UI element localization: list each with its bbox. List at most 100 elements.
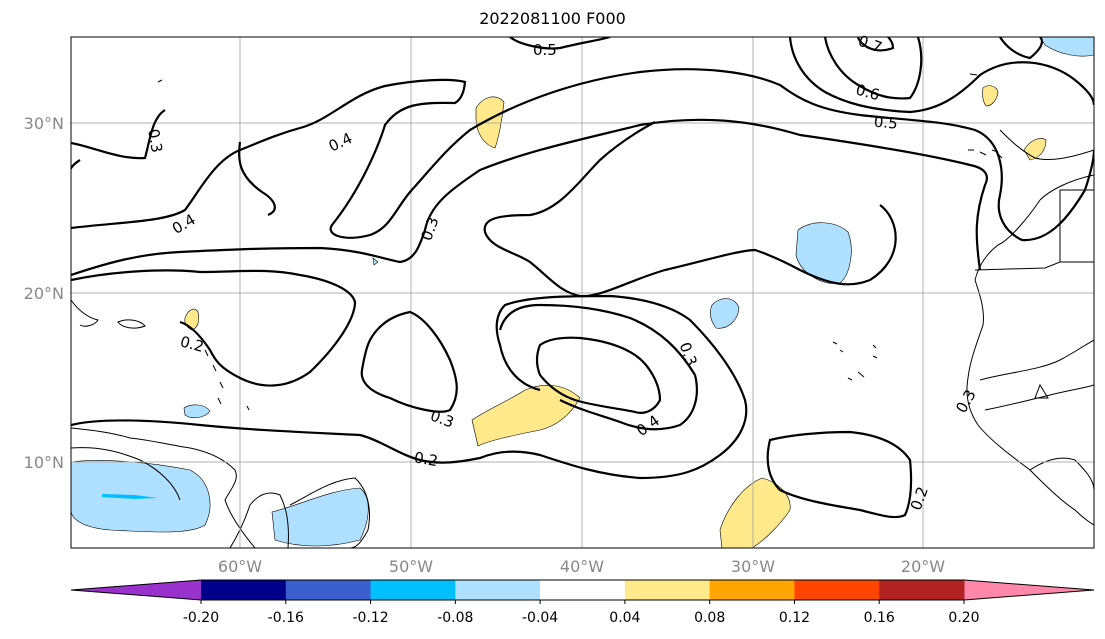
colorbar-tick-label: 0.12	[779, 610, 810, 626]
colorbar-segment	[285, 580, 372, 600]
colorbar-tick-label: -0.04	[522, 610, 558, 626]
contour-0.7	[856, 37, 895, 52]
gridlines	[71, 37, 1094, 548]
colorbar-tick-label: 0.08	[694, 610, 725, 626]
contour-0.2	[71, 269, 357, 387]
negative-anomaly-region	[710, 298, 740, 329]
colorbar-tick-label: 0.04	[609, 610, 640, 626]
contour-0.6	[823, 37, 923, 100]
contour-label-0.5: 0.5	[873, 113, 898, 133]
contour-0.5	[509, 37, 611, 50]
contour-0.7	[999, 37, 1044, 60]
colorbar-segment	[709, 580, 795, 600]
lon-label-20w: 20°W	[901, 557, 945, 576]
positive-anomaly-region	[1023, 138, 1047, 161]
contour-label-0.4: 0.4	[326, 129, 355, 155]
positive-anomaly-region	[471, 385, 581, 447]
lat-label-30n: 30°N	[24, 114, 64, 133]
positive-anomaly-region	[475, 96, 505, 149]
negative-anomaly-core	[102, 494, 158, 499]
coastline	[974, 261, 1094, 271]
coastline	[1059, 189, 1094, 262]
colorbar-segment	[879, 580, 965, 600]
coastline	[1029, 457, 1094, 491]
lon-label-40w: 40°W	[560, 557, 604, 576]
contour-label-0.3: 0.3	[144, 127, 166, 154]
map-title: 2022081100 F000	[479, 9, 626, 28]
island	[157, 79, 163, 83]
lon-label-60w: 60°W	[218, 557, 262, 576]
contour-label-0.3: 0.3	[952, 386, 980, 416]
coastline	[974, 174, 1094, 281]
coastline	[71, 447, 181, 501]
negative-anomaly-region	[1039, 37, 1094, 57]
contour-label-0.5: 0.5	[533, 41, 557, 59]
contour-0.2	[766, 430, 913, 519]
lat-label-10n: 10°N	[24, 453, 64, 472]
colorbar-extend-low	[71, 580, 201, 600]
colorbar-tick-label: -0.08	[437, 610, 473, 626]
coastline	[999, 129, 1094, 161]
contour-0.4	[238, 141, 276, 217]
contour-0.3	[71, 118, 988, 277]
contour-lines	[71, 37, 1094, 519]
colorbar-tick-label: -0.20	[183, 610, 219, 626]
colorbar-segment	[624, 580, 711, 600]
island	[204, 349, 250, 411]
contour-label-0.3: 0.3	[676, 340, 701, 369]
lat-label-20n: 20°N	[24, 284, 64, 303]
colorbar-tick-label: -0.12	[352, 610, 388, 626]
lon-label-30w: 30°W	[731, 557, 775, 576]
coastline	[289, 477, 370, 548]
contour-label-0.3: 0.3	[417, 215, 442, 244]
colorbar: -0.20 -0.16 -0.12 -0.08 -0.04 0.04 0.08 0.12 0.1…	[70, 579, 1095, 626]
contour-label-0.2: 0.2	[178, 332, 206, 356]
map-frame	[70, 36, 1095, 549]
negative-anomaly-region	[271, 487, 369, 547]
longitude-labels: 60°W 50°W 40°W 30°W 20°W	[218, 557, 945, 576]
contour-0.3	[498, 303, 698, 431]
contour-label-0.2: 0.2	[413, 448, 440, 470]
coastline	[117, 319, 146, 329]
coastline	[1034, 383, 1049, 399]
contour-0.2	[71, 294, 748, 480]
contour-0.4	[535, 336, 662, 414]
coastline	[71, 299, 99, 327]
contour-label-0.4: 0.4	[633, 411, 663, 439]
contour-0.5	[71, 159, 81, 171]
colorbar-segment	[455, 580, 541, 600]
island	[832, 341, 878, 381]
contour-label-0.3: 0.3	[428, 406, 457, 431]
colorbar-extend-high	[964, 580, 1094, 600]
colorbar-tick-label: -0.16	[268, 610, 304, 626]
contour-label-0.7: 0.7	[856, 32, 885, 57]
negative-anomaly-region	[372, 257, 379, 266]
colorbar-segment	[370, 580, 456, 600]
coastline	[979, 339, 1094, 381]
colorbar-segment	[201, 580, 287, 600]
contour-0.3	[360, 310, 458, 413]
coastline	[968, 149, 999, 156]
positive-anomaly-region	[982, 85, 999, 107]
coastline	[966, 279, 1094, 526]
colorbar-tick-label: 0.16	[864, 610, 895, 626]
contour-0.5	[788, 37, 1094, 114]
coastline	[71, 427, 256, 548]
colorbar-segment	[540, 580, 626, 600]
coastlines	[71, 129, 1094, 548]
contour-label-0.6: 0.6	[854, 81, 882, 105]
anomaly-shading	[71, 37, 1094, 548]
colorbar-tick-label: 0.20	[948, 610, 979, 626]
negative-anomaly-region	[183, 404, 211, 419]
negative-anomaly-region	[795, 222, 852, 284]
latitude-labels: 30°N 20°N 10°N	[24, 114, 64, 472]
positive-anomaly-region	[184, 308, 200, 331]
colorbar-segment	[794, 580, 880, 600]
map-panel	[71, 37, 1094, 548]
coastline	[984, 384, 1094, 411]
contour-0.3	[71, 109, 166, 160]
lon-label-50w: 50°W	[389, 557, 433, 576]
contour-0.4	[71, 68, 861, 239]
coastline	[229, 492, 289, 548]
